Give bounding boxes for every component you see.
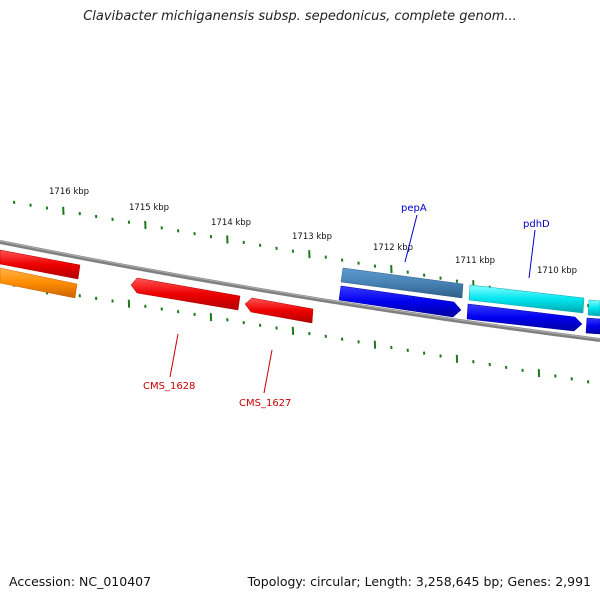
gene-outer-cyan-2[interactable] xyxy=(587,299,600,317)
gene-label-cms1628[interactable]: CMS_1628 xyxy=(143,381,195,392)
leader-line-pepa xyxy=(404,214,418,263)
gene-inner-red-2[interactable] xyxy=(244,297,314,324)
genome-backbone xyxy=(0,240,600,342)
genome-backbone-highlight xyxy=(0,240,600,340)
gene-outer-red-1[interactable] xyxy=(0,249,81,280)
map-title: Clavibacter michiganensis subsp. sepedon… xyxy=(83,9,517,24)
scale-label-1711: 1711 kbp xyxy=(455,256,495,266)
gene-inner-blue-3[interactable] xyxy=(585,317,600,335)
gene-inner-red-1[interactable] xyxy=(130,277,241,311)
gene-outer-steelblue-1[interactable] xyxy=(340,267,464,299)
scale-label-1714: 1714 kbp xyxy=(211,218,251,228)
gene-label-pdhd[interactable]: pdhD xyxy=(523,219,550,230)
gene-label-cms1627[interactable]: CMS_1627 xyxy=(239,398,291,409)
gene-inner-blue-2[interactable] xyxy=(466,303,583,332)
leader-line-cms1628 xyxy=(169,333,179,378)
scale-label-1710: 1710 kbp xyxy=(537,266,577,276)
leader-line-pdhd xyxy=(528,229,536,279)
summary-text: Topology: circular; Length: 3,258,645 bp… xyxy=(247,574,591,589)
gene-label-pepa[interactable]: pepA xyxy=(401,203,427,214)
accession-text: Accession: NC_010407 xyxy=(9,574,152,589)
scale-label-1713: 1713 kbp xyxy=(292,232,332,242)
scale-label-1716: 1716 kbp xyxy=(49,187,89,197)
gene-inner-orange-1[interactable] xyxy=(0,267,78,299)
gene-inner-blue-1[interactable] xyxy=(338,285,462,318)
leader-line-cms1627 xyxy=(263,349,273,394)
scale-label-1712: 1712 kbp xyxy=(373,243,413,253)
scale-label-1715: 1715 kbp xyxy=(129,203,169,213)
gene-outer-cyan-1[interactable] xyxy=(468,284,585,314)
